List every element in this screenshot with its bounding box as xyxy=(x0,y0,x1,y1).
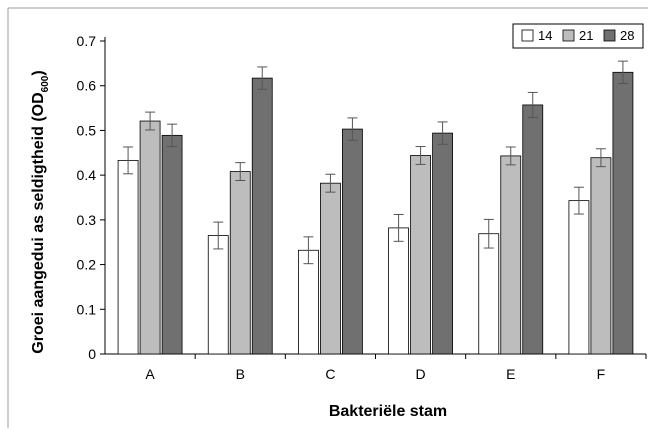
legend-swatch xyxy=(521,29,534,42)
bar xyxy=(478,233,500,355)
x-axis-title: Bakteriële stam xyxy=(329,403,447,420)
bar xyxy=(612,71,634,355)
bar xyxy=(161,134,183,355)
legend-label: 28 xyxy=(620,28,634,43)
bar xyxy=(500,155,522,355)
plot-area: 0 0.1 0.2 0.3 0.4 0.5 0.6 0.7 A B C D E F xyxy=(77,33,647,382)
legend-swatch xyxy=(603,29,616,42)
bar xyxy=(590,157,612,355)
y-tick-label: 0.1 xyxy=(77,301,97,317)
bar xyxy=(522,104,544,355)
x-tick-label: E xyxy=(506,366,515,382)
legend-box xyxy=(512,23,644,49)
y-tick-label: 0.2 xyxy=(77,257,97,273)
y-tick-label: 0 xyxy=(88,346,96,362)
y-tick-label: 0.5 xyxy=(77,122,97,138)
y-axis-title-main: Groei aangedui as seldigtheid (OD xyxy=(30,92,47,353)
x-tick-label: B xyxy=(236,366,245,382)
bar xyxy=(388,227,409,355)
y-axis-title-subscript: 600 xyxy=(40,75,51,92)
bar xyxy=(229,171,251,355)
bar xyxy=(251,77,273,355)
x-tick-label: A xyxy=(145,366,155,382)
y-tick-label: 0.4 xyxy=(77,167,97,183)
bar xyxy=(568,200,590,355)
bar xyxy=(117,159,139,355)
y-axis-title: Groei aangedui as seldigtheid (OD600) xyxy=(30,70,51,353)
bar xyxy=(298,249,319,355)
y-axis-title-end: ) xyxy=(30,70,47,75)
bar xyxy=(342,128,363,355)
y-tick-label: 0.6 xyxy=(77,78,97,94)
y-tick-label: 0.7 xyxy=(77,33,97,49)
bar xyxy=(207,235,229,355)
legend-label: 21 xyxy=(579,28,593,43)
bar xyxy=(410,155,431,355)
x-tick-label: C xyxy=(325,366,335,382)
bar xyxy=(320,182,341,355)
x-tick-label: D xyxy=(416,366,426,382)
legend: 14 21 28 xyxy=(512,23,644,49)
x-tick-label: F xyxy=(597,366,606,382)
bar xyxy=(432,132,453,355)
bar xyxy=(139,120,161,355)
legend-swatch xyxy=(562,29,575,42)
y-tick-label: 0.3 xyxy=(77,212,97,228)
legend-label: 14 xyxy=(538,28,552,43)
